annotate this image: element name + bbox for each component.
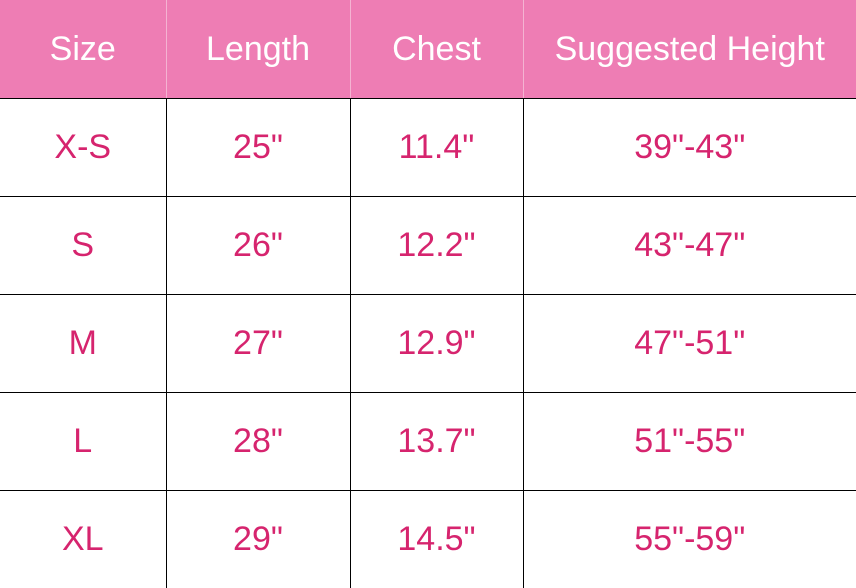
cell-suggested-height: 55"-59" [523,491,856,588]
cell-size: S [0,197,166,295]
cell-suggested-height: 47"-51" [523,295,856,393]
cell-size: X-S [0,99,166,197]
cell-length: 26" [166,197,350,295]
header-chest: Chest [350,0,523,99]
header-row: Size Length Chest Suggested Height [0,0,856,99]
cell-size: L [0,393,166,491]
cell-chest: 13.7" [350,393,523,491]
header-suggested-height: Suggested Height [523,0,856,99]
header-length: Length [166,0,350,99]
cell-suggested-height: 39"-43" [523,99,856,197]
cell-suggested-height: 43"-47" [523,197,856,295]
cell-length: 27" [166,295,350,393]
header-size: Size [0,0,166,99]
cell-chest: 12.9" [350,295,523,393]
cell-length: 29" [166,491,350,588]
cell-length: 28" [166,393,350,491]
cell-size: XL [0,491,166,588]
cell-suggested-height: 51"-55" [523,393,856,491]
cell-length: 25" [166,99,350,197]
cell-chest: 11.4" [350,99,523,197]
cell-chest: 14.5" [350,491,523,588]
cell-size: M [0,295,166,393]
cell-chest: 12.2" [350,197,523,295]
